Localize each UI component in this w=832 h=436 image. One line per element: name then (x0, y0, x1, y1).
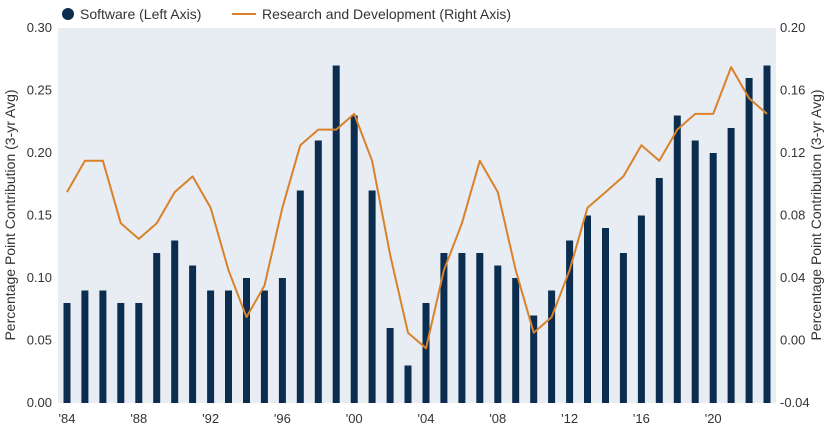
software-bar-1992 (207, 290, 215, 403)
software-bar-1986 (99, 290, 107, 403)
software-bars (63, 65, 771, 403)
left-tick-label: 0.30 (27, 20, 52, 35)
right-tick-label: 0.00 (780, 333, 805, 348)
software-bar-2009 (512, 278, 520, 403)
software-bar-2018 (673, 115, 681, 403)
software-bar-1989 (153, 253, 161, 403)
left-tick-label: 0.00 (27, 395, 52, 410)
software-bar-2012 (566, 240, 574, 403)
software-bar-2015 (619, 253, 627, 403)
x-tick-label: '12 (561, 411, 578, 426)
left-tick-label: 0.15 (27, 208, 52, 223)
right-tick-label: 0.16 (780, 83, 805, 98)
x-tick-label: '00 (346, 411, 363, 426)
left-axis-ticks: 0.00 0.05 0.10 0.15 0.20 0.25 0.30 (27, 20, 52, 410)
left-tick-label: 0.05 (27, 333, 52, 348)
software-bar-1991 (189, 265, 197, 403)
software-bar-2005 (440, 253, 448, 403)
plot-area (58, 28, 776, 403)
software-bar-2011 (548, 290, 556, 403)
software-bar-2023 (763, 65, 771, 403)
legend-software-marker (62, 8, 74, 20)
software-bar-2003 (404, 365, 412, 403)
right-tick-label: 0.12 (780, 145, 805, 160)
left-axis-title: Percentage Point Contribution (3-yr Avg) (2, 89, 18, 340)
left-tick-label: 0.20 (27, 145, 52, 160)
software-bar-2001 (368, 190, 376, 403)
right-tick-label: 0.20 (780, 20, 805, 35)
x-tick-label: '20 (705, 411, 722, 426)
software-bar-1987 (117, 303, 125, 403)
software-bar-1998 (314, 140, 322, 403)
software-bar-2006 (458, 253, 466, 403)
software-bar-2010 (530, 315, 538, 403)
software-bar-1996 (278, 278, 286, 403)
x-tick-label: '08 (489, 411, 506, 426)
right-tick-label: -0.04 (780, 395, 810, 410)
software-bar-1994 (243, 278, 250, 403)
software-bar-1999 (332, 65, 340, 403)
software-bar-1990 (171, 240, 179, 403)
software-bar-2020 (709, 153, 717, 403)
legend-software-label: Software (Left Axis) (80, 6, 201, 22)
software-bar-2000 (350, 115, 358, 403)
software-bar-2013 (584, 215, 591, 403)
right-axis-ticks: -0.04 0.00 0.04 0.08 0.12 0.16 0.20 (780, 20, 810, 410)
x-tick-label: '04 (418, 411, 435, 426)
right-tick-label: 0.08 (780, 208, 805, 223)
software-bar-2002 (386, 328, 394, 403)
software-bar-1985 (81, 290, 89, 403)
software-bar-2022 (745, 78, 753, 403)
software-bar-1984 (63, 303, 71, 403)
x-axis-ticks: '84 '88 '92 '96 '00 '04 '08 '12 '16 '20 (59, 411, 722, 426)
research-development-line (66, 66, 768, 350)
software-bar-2008 (494, 265, 502, 403)
software-bar-2017 (655, 178, 663, 403)
x-tick-label: '84 (59, 411, 76, 426)
software-bar-1988 (135, 303, 143, 403)
x-tick-label: '16 (633, 411, 650, 426)
left-tick-label: 0.10 (27, 270, 52, 285)
software-bar-1995 (260, 290, 268, 403)
x-tick-label: '96 (274, 411, 291, 426)
right-axis-title: Percentage Point Contribution (3-yr Avg) (808, 89, 824, 340)
software-bar-2021 (727, 128, 735, 403)
legend: Software (Left Axis) Research and Develo… (62, 6, 511, 22)
software-bar-2019 (691, 140, 699, 403)
software-bar-2014 (602, 228, 609, 403)
software-bar-2004 (422, 303, 430, 403)
software-bar-1993 (225, 290, 232, 403)
x-tick-label: '88 (130, 411, 147, 426)
right-tick-label: 0.04 (780, 270, 805, 285)
software-bar-2016 (637, 215, 645, 403)
x-tick-label: '92 (202, 411, 219, 426)
legend-rd-label: Research and Development (Right Axis) (262, 6, 511, 22)
software-bar-2007 (476, 253, 484, 403)
software-bar-1997 (296, 190, 304, 403)
left-tick-label: 0.25 (27, 83, 52, 98)
